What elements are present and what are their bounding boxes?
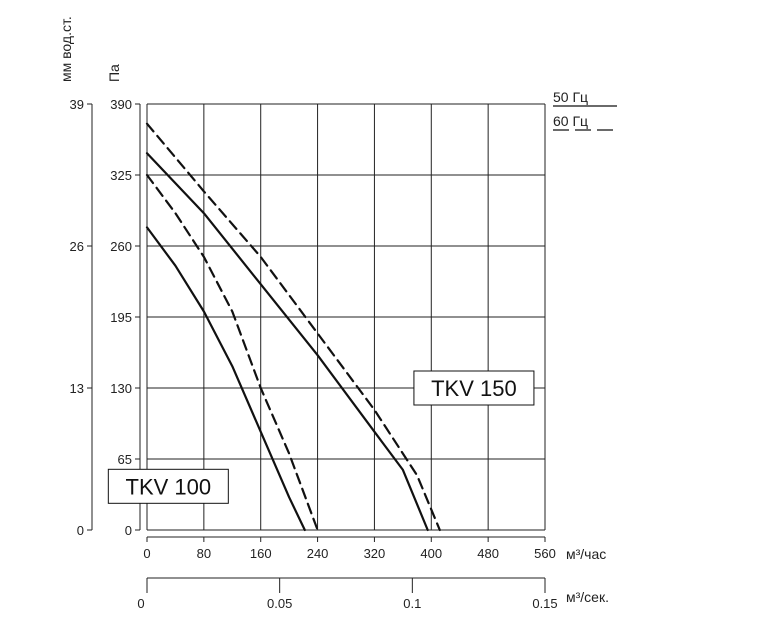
- chart-axes: 0 65 130 195 260 325 390 0 13 26 39 мм вод.ст. Па 0 80…: [58, 16, 609, 611]
- y2-tick-label: 13: [70, 381, 84, 396]
- x2-tick-label: 0: [137, 596, 144, 611]
- x2-tick-label: 0.1: [403, 596, 421, 611]
- curve-tkv-100-dashed: [145, 173, 319, 532]
- curve-tkv-100-solid: [145, 226, 306, 532]
- x-tick-label: 80: [197, 546, 211, 561]
- chart-curves: [145, 122, 441, 532]
- chart-grid: [146, 103, 546, 531]
- y2-axis-unit-label: мм вод.ст.: [58, 16, 74, 82]
- x-tick-label: 160: [250, 546, 272, 561]
- model-label-text: TKV 100: [126, 474, 212, 499]
- model-label-text: TKV 150: [431, 376, 517, 401]
- x-tick-label: 400: [420, 546, 442, 561]
- x-axis-unit-label: м³/час: [566, 546, 606, 562]
- legend-entry-1: 60 Гц: [553, 113, 617, 131]
- y-axis-unit-label: Па: [106, 64, 122, 82]
- y2-tick-label: 0: [77, 523, 84, 538]
- y-tick-label: 325: [110, 168, 132, 183]
- legend-label: 60 Гц: [553, 113, 588, 129]
- x-tick-label: 480: [477, 546, 499, 561]
- y-tick-label: 260: [110, 239, 132, 254]
- model-label-box: [413, 370, 535, 406]
- x2-tick-label: 0.05: [267, 596, 292, 611]
- y2-tick-label: 39: [70, 97, 84, 112]
- chart-labels: TKV 100 TKV 150: [107, 370, 535, 504]
- y2-tick-label: 26: [70, 239, 84, 254]
- x-tick-label: 0: [143, 546, 150, 561]
- y-tick-label: 390: [110, 97, 132, 112]
- x2-tick-label: 0.15: [532, 596, 557, 611]
- y-tick-label: 65: [118, 452, 132, 467]
- curve-tkv-150-solid: [145, 152, 429, 532]
- x-tick-label: 560: [534, 546, 556, 561]
- model-label-0: TKV 100: [107, 468, 229, 504]
- x2-axis-unit-label: м³/сек.: [566, 589, 609, 605]
- model-label-1: TKV 150: [413, 370, 535, 406]
- x-tick-label: 240: [307, 546, 329, 561]
- legend-label: 50 Гц: [553, 89, 588, 105]
- y-tick-label: 0: [125, 523, 132, 538]
- legend-entry-0: 50 Гц: [553, 89, 617, 107]
- y-tick-label: 195: [110, 310, 132, 325]
- chart-legend: 50 Гц 60 Гц: [553, 89, 617, 131]
- model-label-box: [107, 468, 229, 504]
- x-tick-label: 320: [364, 546, 386, 561]
- curve-tkv-150-dashed: [145, 122, 441, 532]
- y-tick-label: 130: [110, 381, 132, 396]
